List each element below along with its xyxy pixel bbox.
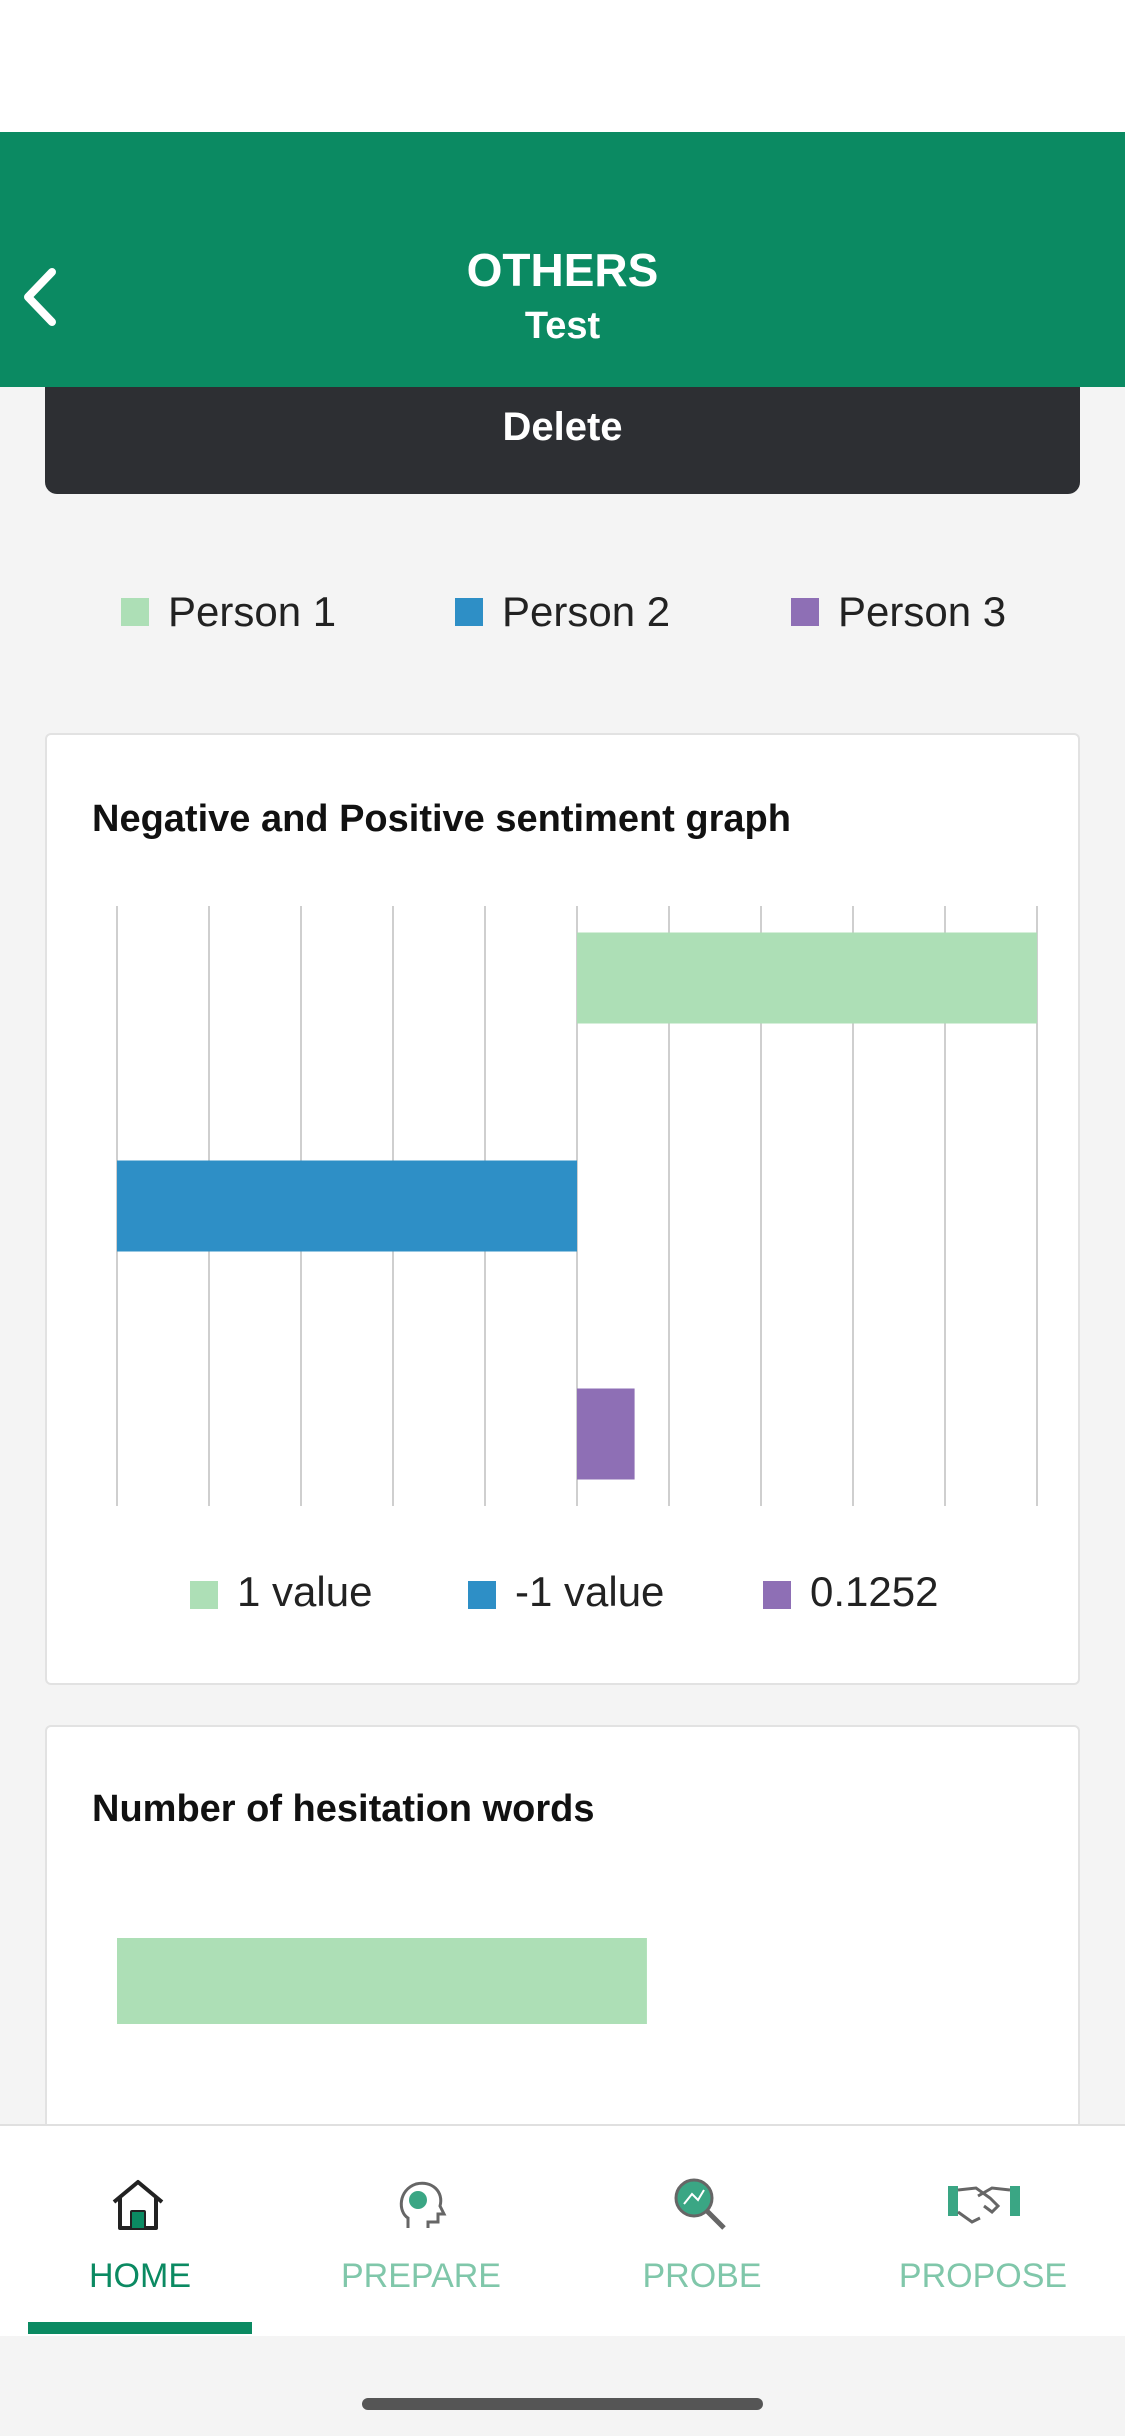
status-bar (0, 0, 1125, 132)
header-title: OTHERS (466, 244, 659, 296)
legend-label: Person 2 (502, 588, 671, 635)
tab-label: HOME (89, 2257, 191, 2295)
chart-title: Number of hesitation words (92, 1788, 594, 1830)
prepare-icon (399, 2181, 447, 2228)
legend-label: Person 3 (838, 588, 1007, 635)
tab-label: PROBE (642, 2257, 762, 2295)
bar (117, 1160, 577, 1252)
propose-icon (948, 2186, 1020, 2224)
tab-label: PROPOSE (898, 2257, 1068, 2295)
legend-swatch (455, 598, 483, 626)
chart-title: Negative and Positive sentiment graph (92, 798, 791, 840)
back-button[interactable] (18, 262, 62, 332)
tab-bar: HOME PREPARE PROBE PROPOSE (0, 2124, 1125, 2336)
legend-swatch (121, 598, 149, 626)
legend-label: Person 1 (168, 588, 337, 635)
bar (577, 932, 1037, 1024)
chart-card: Negative and Positive sentiment graph 1 v… (45, 733, 1080, 1685)
legend-label: 1 value (237, 1568, 372, 1615)
chart-card: Number of hesitation words (45, 1725, 1080, 2145)
legend: Person 1 Person 2 Person 3 (0, 586, 1125, 638)
tab-label: PREPARE (341, 2257, 501, 2295)
legend-swatch (468, 1581, 496, 1609)
legend-swatch (763, 1581, 791, 1609)
legend-swatch (190, 1581, 218, 1609)
home-icon (112, 2180, 164, 2230)
legend-label: 0.1252 (810, 1568, 938, 1615)
legend-swatch (791, 598, 819, 626)
delete-label: Delete (502, 405, 623, 449)
legend-label: -1 value (515, 1568, 664, 1615)
probe-icon (674, 2178, 726, 2230)
bar (577, 1388, 635, 1480)
chart: Negative and Positive sentiment graph 1 v… (92, 798, 1038, 1615)
home-indicator (362, 2398, 763, 2410)
chart: Number of hesitation words (92, 1788, 647, 2024)
header-subtitle: Test (524, 305, 601, 347)
header: OTHERS Test (0, 132, 1125, 387)
bar (117, 1938, 647, 2024)
active-tab-indicator (28, 2322, 252, 2334)
